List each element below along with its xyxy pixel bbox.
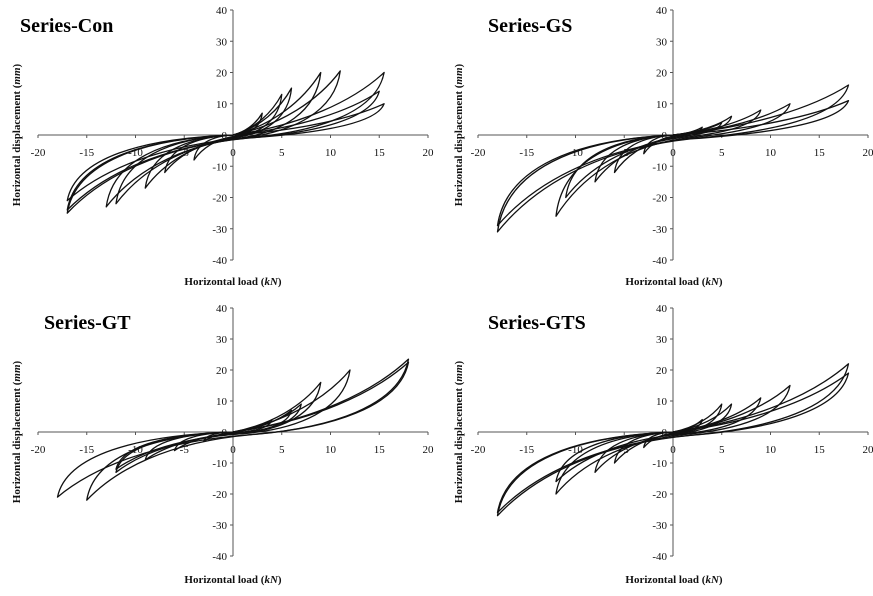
x-tick-label: 0 — [670, 444, 676, 456]
y-tick-label: -30 — [652, 520, 667, 532]
y-tick-label: -10 — [212, 161, 227, 173]
x-tick-label: 10 — [765, 147, 777, 159]
y-tick-label: -20 — [652, 489, 667, 501]
hysteresis-loop-4 — [116, 73, 321, 204]
x-tick-label: -15 — [79, 444, 94, 456]
y-tick-label: 20 — [656, 365, 668, 377]
y-tick-label: -10 — [212, 458, 227, 470]
y-tick-label: 30 — [216, 36, 228, 48]
y-tick-label: -40 — [212, 551, 227, 563]
y-tick-label: 20 — [216, 365, 228, 377]
x-tick-label: 20 — [863, 147, 873, 159]
y-axis-label: Horizontal displacement (mm) — [11, 63, 23, 206]
x-tick-label: 10 — [325, 444, 337, 456]
x-axis-label: Horizontal load (kN) — [184, 276, 282, 288]
y-tick-label: -10 — [652, 458, 667, 470]
y-axis-label: Horizontal displacement (mm) — [453, 63, 465, 206]
x-tick-label: 20 — [423, 444, 435, 456]
x-tick-label: 20 — [863, 444, 873, 456]
x-tick-label: 0 — [670, 147, 676, 159]
x-tick-label: 5 — [279, 147, 285, 159]
y-tick-label: -30 — [212, 520, 227, 532]
y-tick-label: -20 — [652, 193, 667, 205]
y-tick-label: 10 — [656, 396, 668, 408]
y-tick-label: 40 — [216, 303, 228, 315]
y-tick-label: -20 — [212, 193, 227, 205]
panel-title: Series-GS — [488, 15, 572, 37]
y-tick-label: -40 — [652, 255, 667, 267]
y-axis-label: Horizontal displacement (mm) — [11, 360, 23, 503]
y-tick-label: 10 — [216, 396, 228, 408]
hysteresis-loop-4 — [566, 110, 761, 198]
x-tick-label: 5 — [719, 444, 725, 456]
y-axis-label: Horizontal displacement (mm) — [453, 360, 465, 503]
y-tick-label: -20 — [212, 489, 227, 501]
y-tick-label: 40 — [656, 303, 668, 315]
x-tick-label: -20 — [31, 147, 46, 159]
x-axis-label: Horizontal load (kN) — [625, 574, 723, 586]
y-tick-label: 40 — [656, 5, 668, 17]
y-tick-label: 10 — [216, 99, 228, 111]
x-tick-label: 10 — [325, 147, 337, 159]
y-tick-label: 30 — [216, 334, 228, 346]
y-tick-label: 20 — [656, 68, 668, 80]
x-tick-label: 15 — [814, 147, 826, 159]
x-axis-label: Horizontal load (kN) — [625, 276, 723, 288]
x-tick-label: 15 — [374, 147, 386, 159]
x-tick-label: 15 — [374, 444, 386, 456]
y-tick-label: -40 — [652, 551, 667, 563]
y-tick-label: 30 — [656, 36, 668, 48]
y-tick-label: -10 — [652, 161, 667, 173]
x-tick-label: -20 — [31, 444, 46, 456]
y-tick-label: 40 — [216, 5, 228, 17]
x-tick-label: 0 — [230, 444, 236, 456]
x-tick-label: -15 — [79, 147, 94, 159]
x-tick-label: 15 — [814, 444, 826, 456]
x-tick-label: 20 — [423, 147, 435, 159]
panel-title: Series-GTS — [488, 312, 586, 334]
y-tick-label: -30 — [212, 224, 227, 236]
x-tick-label: -15 — [519, 444, 534, 456]
x-tick-label: 5 — [279, 444, 285, 456]
y-tick-label: 30 — [656, 334, 668, 346]
x-tick-label: -20 — [471, 444, 486, 456]
x-axis-label: Horizontal load (kN) — [184, 574, 282, 586]
y-tick-label: 10 — [656, 99, 668, 111]
x-tick-label: 5 — [719, 147, 725, 159]
panel-title: Series-GT — [44, 312, 131, 334]
x-tick-label: 0 — [230, 147, 236, 159]
x-tick-label: 10 — [765, 444, 777, 456]
x-tick-label: -15 — [519, 147, 534, 159]
y-tick-label: -30 — [652, 224, 667, 236]
panel-title: Series-Con — [20, 15, 113, 37]
y-tick-label: 20 — [216, 68, 228, 80]
x-tick-label: -20 — [471, 147, 486, 159]
y-tick-label: -40 — [212, 255, 227, 267]
